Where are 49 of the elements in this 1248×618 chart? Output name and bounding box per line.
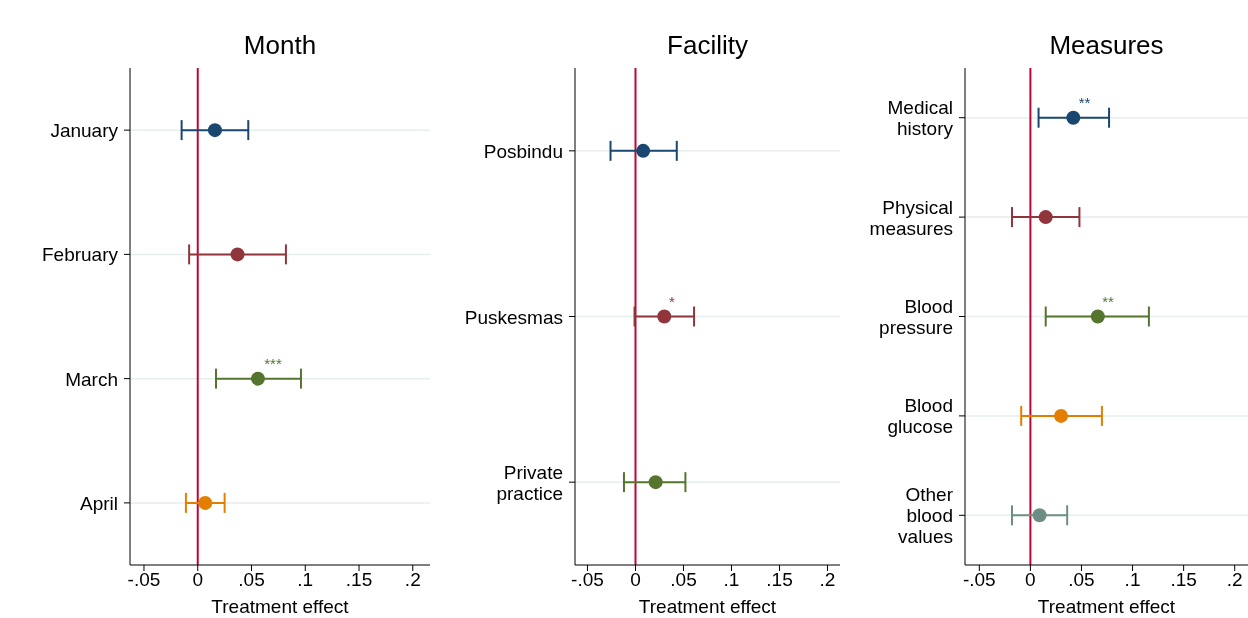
x-tick-label: 0	[192, 569, 204, 591]
x-tick-label: .05	[1068, 569, 1095, 591]
annotation: *	[669, 292, 676, 310]
x-tick-label: .05	[238, 569, 265, 591]
point	[1066, 110, 1081, 125]
point	[207, 123, 222, 138]
x-tick-label: .1	[297, 569, 314, 591]
x-tick-label: .1	[1124, 569, 1141, 591]
y-tick-label: Other blood values	[898, 483, 954, 547]
x-tick-label: -.05	[962, 569, 996, 591]
x-tick-label: .15	[766, 569, 793, 591]
y-tick-label: Blood pressure	[879, 295, 953, 338]
x-axis-title: Treatment effect	[1037, 596, 1176, 617]
y-tick-label: Medical history	[887, 96, 954, 139]
x-tick-label: .05	[670, 569, 697, 591]
x-tick-label: 0	[1025, 569, 1036, 591]
x-tick-label: -.05	[571, 569, 604, 591]
chart-title: Month	[242, 30, 318, 61]
annotation: **	[1078, 93, 1091, 111]
point	[198, 495, 213, 510]
x-tick-label: .15	[1170, 569, 1197, 591]
x-tick-label: .1	[723, 569, 740, 591]
point	[250, 371, 265, 386]
chart-title: Facility	[666, 30, 749, 61]
x-axis-title: Treatment effect	[211, 596, 350, 617]
y-tick-label: Puskesmas	[464, 306, 563, 327]
y-tick-label: April	[79, 492, 118, 514]
chart-title: Measures	[1048, 30, 1165, 61]
y-tick-label: Physical measures	[869, 196, 953, 239]
y-tick-label: January	[50, 119, 119, 141]
point	[1054, 408, 1069, 423]
x-axis-title: Treatment effect	[638, 596, 777, 617]
x-tick-label: -.05	[127, 569, 161, 591]
y-tick-label: Posbindu	[483, 140, 563, 162]
y-tick-label: February	[41, 243, 119, 265]
point	[1038, 210, 1053, 225]
point	[1090, 309, 1105, 324]
annotation: **	[1102, 292, 1115, 310]
y-tick-label: Private practice	[496, 461, 563, 504]
x-tick-label: .15	[345, 569, 373, 591]
x-tick-label: .2	[404, 569, 421, 591]
annotation: ***	[264, 354, 282, 372]
x-tick-label: .2	[1226, 569, 1243, 591]
x-tick-label: 0	[630, 569, 641, 591]
y-tick-label: March	[65, 368, 118, 390]
x-tick-label: .2	[819, 569, 836, 591]
point	[1032, 508, 1047, 523]
point	[230, 247, 245, 262]
y-tick-label: Blood glucose	[887, 394, 953, 437]
